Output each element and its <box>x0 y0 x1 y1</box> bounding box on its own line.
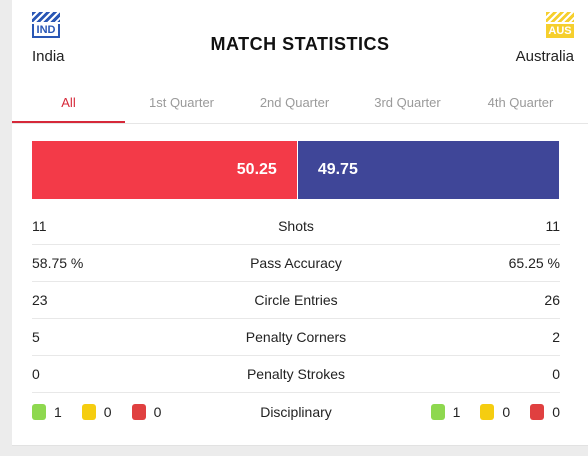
green-card-count: 1 <box>452 403 461 420</box>
stat-label: Circle Entries <box>254 292 338 308</box>
page-title: MATCH STATISTICS <box>210 34 390 54</box>
away-value: 0 <box>552 366 560 382</box>
stat-label: Penalty Strokes <box>246 366 346 382</box>
australia-flag-icon: AUS <box>546 12 574 42</box>
away-cards: 1 0 0 <box>390 403 560 420</box>
home-value: 58.75 % <box>32 255 84 271</box>
away-value: 65.25 % <box>508 255 560 271</box>
tab-3rd-quarter[interactable]: 3rd Quarter <box>374 95 441 110</box>
away-team-name: Australia <box>515 48 574 65</box>
home-value: 0 <box>32 366 40 382</box>
tab-2nd-quarter[interactable]: 2nd Quarter <box>259 95 330 110</box>
green-card-icon <box>32 403 46 420</box>
away-team: AUS Australia <box>516 12 574 65</box>
red-card-icon <box>131 403 146 420</box>
yellow-card-count: 0 <box>103 403 112 420</box>
tab-all[interactable]: All <box>12 84 125 123</box>
possession-away: 49.75 <box>296 141 559 199</box>
red-card-count: 0 <box>153 403 162 420</box>
home-value: 5 <box>32 329 40 345</box>
home-value: 11 <box>32 218 47 234</box>
away-value: 11 <box>545 218 560 234</box>
stat-row-circle-entries: 23 Circle Entries 26 <box>32 282 560 319</box>
stats-table: 11 Shots 11 58.75 % Pass Accuracy 65.25 … <box>32 208 560 430</box>
match-stats-card: IND India MATCH STATISTICS AUS Australia… <box>12 0 588 446</box>
stat-label: Pass Accuracy <box>250 255 342 271</box>
away-value: 2 <box>552 329 560 345</box>
home-team: IND India <box>32 12 65 65</box>
green-card-count: 1 <box>54 403 62 420</box>
india-flag-icon: IND <box>32 12 60 42</box>
red-card-icon <box>530 403 545 420</box>
tab-4th-quarter[interactable]: 4th Quarter <box>487 95 554 110</box>
yellow-card-icon <box>480 403 495 420</box>
stat-row-penalty-corners: 5 Penalty Corners 2 <box>32 319 560 356</box>
away-value: 26 <box>544 292 560 308</box>
stat-row-disciplinary: 1 0 0 Disciplinary 1 0 0 <box>32 393 560 430</box>
home-cards: 1 0 0 <box>32 403 202 420</box>
home-team-name: India <box>32 48 65 65</box>
quarter-tabs: All 1st Quarter 2nd Quarter 3rd Quarter … <box>12 84 588 124</box>
possession-bar: 50.25 49.75 <box>32 141 559 199</box>
home-value: 23 <box>32 292 48 308</box>
yellow-card-icon <box>81 403 96 420</box>
red-card-count: 0 <box>552 403 560 420</box>
stat-label: Penalty Corners <box>245 329 347 345</box>
yellow-card-count: 0 <box>502 403 511 420</box>
tab-1st-quarter[interactable]: 1st Quarter <box>148 95 215 110</box>
stat-row-pass-accuracy: 58.75 % Pass Accuracy 65.25 % <box>32 245 560 282</box>
stat-row-shots: 11 Shots 11 <box>32 208 560 245</box>
stat-row-penalty-strokes: 0 Penalty Strokes 0 <box>32 356 560 393</box>
green-card-icon <box>430 403 445 420</box>
stat-label: Disciplinary <box>260 403 332 420</box>
stat-label: Shots <box>278 218 314 234</box>
possession-home: 50.25 <box>32 141 297 199</box>
